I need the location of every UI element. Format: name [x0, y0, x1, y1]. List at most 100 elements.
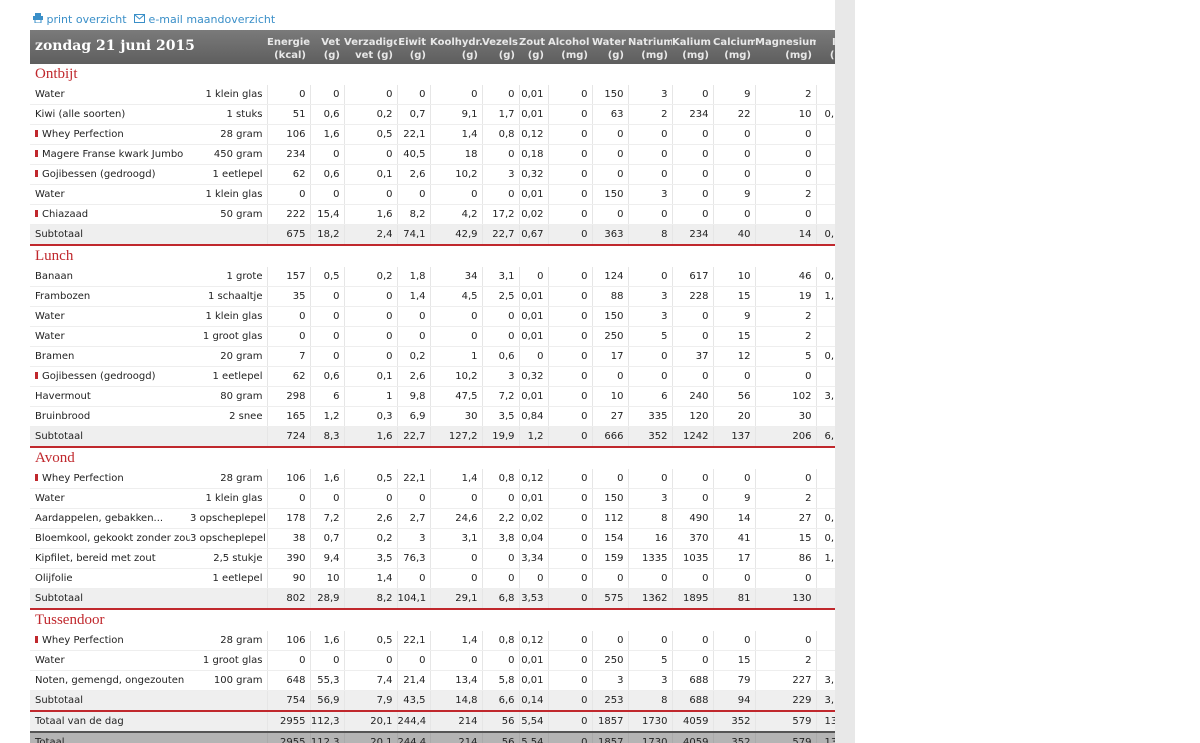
value-cell: 0 [266, 85, 310, 105]
value-cell: 43,5 [396, 690, 430, 712]
value-cell: 27 [754, 508, 816, 529]
value-cell: 0 [547, 426, 592, 448]
food-row: Water 1 groot glas 0 0 0 0 0 0 0,01 0 250 5 0 15 2 [30, 650, 835, 671]
links: print overzicht e-mail maandoverzicht [33, 13, 279, 26]
value-cell: 3 [627, 670, 672, 691]
value-cell: 2 [754, 326, 816, 347]
subtotal-label: Subtotaal [30, 690, 267, 712]
food-name: Havermout [30, 386, 190, 407]
value-cell: 88 [591, 286, 628, 307]
value-cell: 30 [754, 406, 816, 427]
value-cell [815, 124, 835, 145]
print-link[interactable]: print overzicht [46, 13, 127, 26]
value-cell: 6 [309, 386, 344, 407]
value-cell: 0 [547, 184, 592, 205]
value-cell: 0 [591, 366, 628, 387]
column-header: Zout (g) [519, 30, 548, 64]
value-cell: 0 [309, 346, 344, 367]
amount: 100 gram [190, 670, 267, 691]
email-link[interactable]: e-mail maandoverzicht [148, 13, 276, 26]
value-cell: 244,4 [396, 731, 430, 743]
value-cell: 0 [518, 267, 548, 287]
value-cell: 40,5 [396, 144, 430, 165]
column-unit: (mg) [724, 50, 751, 61]
value-cell: 5 [627, 650, 672, 671]
column-title: IJze [831, 37, 835, 48]
food-row: Whey Perfection 28 gram 106 1,6 0,5 22,1 1,4 0,… [30, 469, 835, 489]
value-cell: 0 [712, 144, 755, 165]
value-cell: 1 [343, 386, 397, 407]
value-cell: 0 [754, 204, 816, 225]
value-cell: 19 [754, 286, 816, 307]
value-cell: 0 [343, 286, 397, 307]
food-row: Chiazaad 50 gram 222 15,4 1,6 8,2 4,2 17,2 0,02 0… [30, 204, 835, 225]
value-cell: 0,01 [518, 306, 548, 327]
value-cell: 0 [627, 124, 672, 145]
value-cell [815, 326, 835, 347]
food-row: Gojibessen (gedroogd) 1 eetlepel 62 0,6 0,1 2… [30, 366, 835, 387]
value-cell: 1362 [627, 588, 672, 610]
food-row: Bruinbrood 2 snee 165 1,2 0,3 6,9 30 3,5 0,84 0 27… [30, 406, 835, 427]
value-cell: 0 [266, 650, 310, 671]
food-row: Kiwi (alle soorten) 1 stuks 51 0,6 0,2 0,7 9,1… [30, 104, 835, 125]
value-cell: 9 [712, 306, 755, 327]
value-cell: 0 [591, 631, 628, 651]
value-cell: 102 [754, 386, 816, 407]
value-cell [815, 204, 835, 225]
value-cell: 46 [754, 267, 816, 287]
amount: 3 opscheplepel [190, 508, 267, 529]
value-cell: 0,18 [518, 144, 548, 165]
amount: 1 klein glas [190, 184, 267, 205]
subtotal-row: Subtotaal 754 56,9 7,9 43,5 14,8 6,6 0,14 0 253 8 6… [30, 690, 835, 712]
value-cell: 2955 [266, 731, 310, 743]
value-cell: 0,01 [518, 184, 548, 205]
value-cell: 0 [266, 326, 310, 347]
value-cell: 0 [547, 406, 592, 427]
value-cell: 0,5 [343, 124, 397, 145]
food-name: Water [30, 85, 190, 105]
value-cell: 0 [429, 85, 482, 105]
value-cell: 0 [547, 85, 592, 105]
column-unit: (g) [607, 50, 624, 61]
value-cell: 0,01 [518, 670, 548, 691]
total-label: Totaal [30, 731, 267, 743]
value-cell: 6,6 [481, 690, 519, 712]
value-cell: 30 [429, 406, 482, 427]
value-cell: 20,1 [343, 731, 397, 743]
food-row: Olijfolie 1 eetlepel 90 10 1,4 0 0 0 0 0 0 0 0 0 0 [30, 568, 835, 589]
value-cell: 86 [754, 548, 816, 569]
amount: 1 stuks [190, 104, 267, 125]
value-cell: 0 [481, 568, 519, 589]
value-cell: 15 [712, 286, 755, 307]
food-name-text: Bloemkool, gekookt zonder zout [35, 533, 190, 544]
value-cell [815, 588, 835, 610]
value-cell: 648 [266, 670, 310, 691]
value-cell: 0 [627, 267, 672, 287]
value-cell: 214 [429, 731, 482, 743]
value-cell: 7,9 [343, 690, 397, 712]
value-cell: 1730 [627, 731, 672, 743]
food-name: Bruinbrood [30, 406, 190, 427]
value-cell: 0 [627, 144, 672, 165]
value-cell: 0,12 [518, 631, 548, 651]
value-cell [815, 184, 835, 205]
value-cell: 63 [591, 104, 628, 125]
amount: 50 gram [190, 204, 267, 225]
value-cell: 0 [547, 469, 592, 489]
value-cell: 159 [591, 548, 628, 569]
food-name-text: Water [35, 189, 65, 200]
value-cell: 0 [518, 568, 548, 589]
food-name-text: Kiwi (alle soorten) [35, 109, 126, 120]
column-header: Verzadigd vet (g) [344, 30, 397, 64]
value-cell: 0 [627, 164, 672, 185]
value-cell: 9 [712, 184, 755, 205]
subtotal-row: Subtotaal 724 8,3 1,6 22,7 127,2 19,9 1,2 0 666 35… [30, 426, 835, 448]
value-cell [815, 650, 835, 671]
food-name: Aardappelen, gebakken... [30, 508, 190, 529]
value-cell: 8,2 [343, 588, 397, 610]
value-cell: 3 [627, 306, 672, 327]
value-cell: 0 [343, 144, 397, 165]
food-name: Bramen [30, 346, 190, 367]
value-cell: 370 [671, 528, 713, 549]
amount: 1 schaaltje [190, 286, 267, 307]
